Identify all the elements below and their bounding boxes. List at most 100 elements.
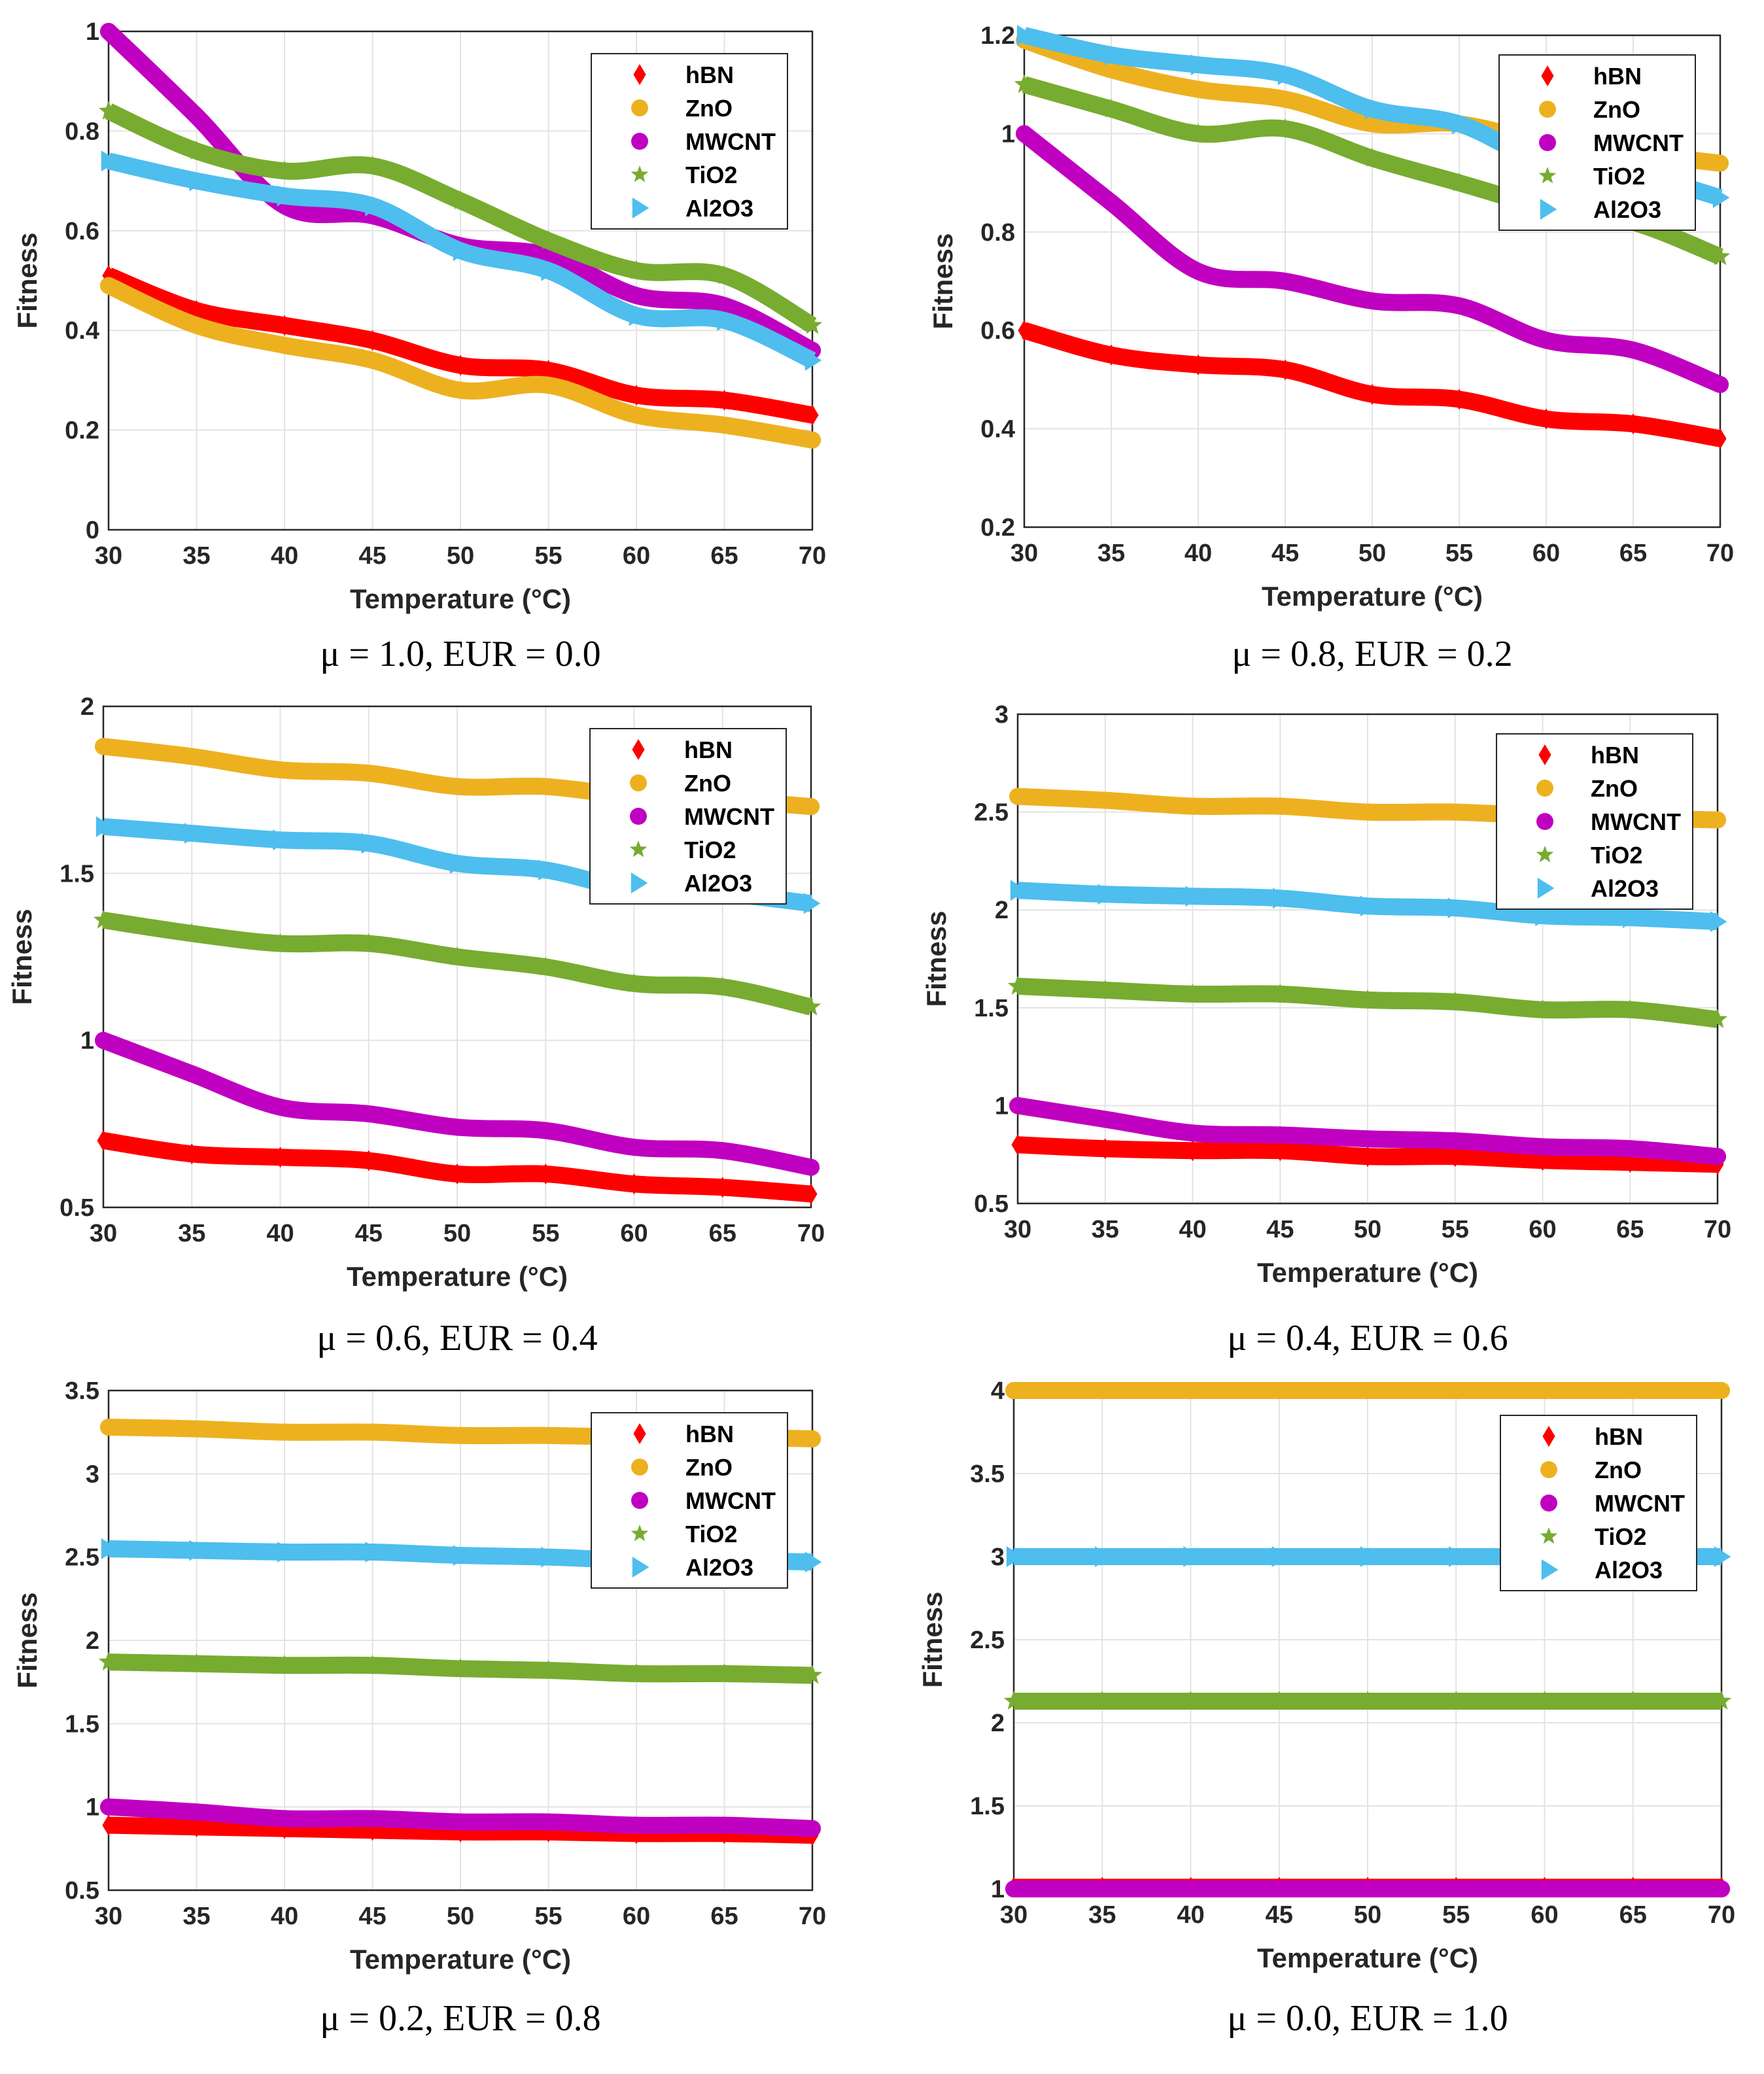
y-tick-label: 0.6 [980, 317, 1015, 345]
y-tick-label: 0.8 [65, 118, 99, 145]
y-tick-label: 1 [1001, 120, 1015, 148]
x-tick-label: 65 [709, 1220, 736, 1247]
data-point-al2o3 [1714, 1546, 1731, 1567]
legend-label: Al2O3 [1593, 196, 1661, 223]
data-point-mwcnt [1446, 1132, 1464, 1150]
data-point-al2o3 [1271, 1546, 1289, 1567]
data-point-zno [540, 1426, 557, 1444]
data-point-mwcnt [540, 1813, 557, 1831]
data-point-zno [1094, 1382, 1111, 1399]
y-tick-label: 1.5 [970, 1793, 1005, 1820]
data-point-hbn [1279, 359, 1292, 381]
data-point-mwcnt [1277, 273, 1294, 290]
data-point-tio2 [358, 933, 379, 952]
data-point-tio2 [802, 315, 823, 334]
data-point-zno [276, 337, 293, 354]
y-tick-label: 3 [86, 1460, 99, 1488]
data-point-al2o3 [189, 1540, 206, 1561]
legend-label: TiO2 [684, 837, 736, 863]
y-tick-label: 2 [991, 1710, 1005, 1737]
data-point-tio2 [1014, 74, 1035, 94]
data-point-hbn [97, 1130, 110, 1151]
legend-label: hBN [1591, 742, 1639, 769]
data-point-zno [276, 1423, 293, 1441]
x-tick-label: 50 [1354, 1216, 1381, 1243]
x-tick-label: 60 [1532, 540, 1560, 567]
legend-marker-al2o3 [1540, 199, 1557, 220]
legend: hBN ZnO MWCNT TiO2 Al2O3 [591, 53, 788, 230]
data-point-hbn [102, 1814, 115, 1836]
data-point-al2o3 [1360, 1546, 1377, 1567]
x-axis-label: Temperature (°C) [350, 1944, 571, 1975]
data-point-tio2 [1275, 118, 1296, 137]
legend-marker-zno [630, 774, 647, 791]
data-point-hbn [630, 385, 643, 406]
x-axis-label: Temperature (°C) [350, 583, 571, 614]
data-point-hbn [1449, 1146, 1462, 1167]
y-tick-label: 0.4 [980, 416, 1015, 443]
data-point-al2o3 [1095, 1546, 1112, 1567]
data-point-mwcnt [271, 1098, 289, 1116]
x-tick-label: 30 [95, 542, 122, 570]
y-tick-label: 3 [995, 701, 1009, 729]
legend-label: TiO2 [685, 1521, 737, 1547]
x-tick-label: 35 [182, 542, 210, 570]
y-tick-label: 1 [80, 1028, 94, 1055]
data-point-tio2 [98, 100, 119, 120]
data-point-zno [1184, 797, 1202, 815]
legend: hBN ZnO MWCNT TiO2 Al2O3 [589, 728, 787, 905]
y-tick-label: 4 [991, 1377, 1005, 1405]
legend-marker-al2o3 [1541, 1559, 1559, 1580]
subplot-caption: μ = 1.0, EUR = 0.0 [320, 634, 600, 674]
data-point-zno [1190, 80, 1207, 98]
data-point-zno [1359, 803, 1376, 821]
x-tick-label: 30 [1000, 1901, 1028, 1929]
data-point-mwcnt [1621, 1140, 1639, 1158]
data-point-tio2 [182, 923, 202, 942]
legend-box [589, 728, 787, 905]
data-point-mwcnt [188, 1803, 205, 1821]
data-point-al2o3 [541, 1546, 558, 1568]
data-point-tio2 [1357, 989, 1378, 1009]
subplot-5: 30 35 40 45 50 55 60 65 70 0.5 1 1.5 2 2.5 3 3.5 hBN ZnO M… [12, 1377, 826, 2039]
data-point-zno [271, 761, 289, 779]
data-point-hbn [1453, 389, 1466, 410]
subplot-3: 30 35 40 45 50 55 60 65 70 0.5 1 1.5 2 hBN ZnO MWCNT TiO… [7, 693, 825, 1358]
data-point-tio2 [1092, 1690, 1113, 1710]
data-point-al2o3 [365, 1542, 382, 1563]
y-axis-label: Fitness [917, 1591, 948, 1687]
data-point-mwcnt [1359, 1130, 1376, 1148]
legend-label: Al2O3 [1591, 875, 1659, 902]
x-tick-label: 45 [1266, 1216, 1294, 1243]
x-tick-label: 40 [1179, 1216, 1206, 1243]
y-tick-label: 0 [86, 517, 99, 544]
data-point-hbn [1540, 408, 1553, 430]
data-point-al2o3 [1190, 54, 1208, 76]
data-point-mwcnt [1364, 292, 1381, 310]
data-point-mwcnt [364, 1810, 381, 1827]
legend-marker-hbn [632, 739, 645, 760]
data-point-zno [364, 351, 381, 369]
y-axis-label: Fitness [927, 233, 958, 329]
data-point-mwcnt [183, 1065, 201, 1082]
y-tick-label: 3.5 [65, 1377, 99, 1405]
data-point-mwcnt [1712, 375, 1729, 393]
legend: hBN ZnO MWCNT TiO2 Al2O3 [591, 1412, 788, 1589]
data-point-tio2 [362, 1655, 383, 1674]
data-point-zno [1270, 1382, 1288, 1399]
legend-marker-zno [631, 1459, 648, 1476]
data-point-zno [188, 317, 205, 334]
data-point-al2o3 [717, 309, 734, 331]
y-axis-label: Fitness [12, 232, 43, 328]
legend-box [1496, 733, 1693, 910]
legend-marker-mwcnt [630, 808, 647, 825]
data-point-mwcnt [1534, 1138, 1551, 1156]
data-point-al2o3 [804, 349, 822, 371]
data-point-tio2 [1534, 1690, 1555, 1710]
subplot-caption: μ = 0.8, EUR = 0.2 [1232, 634, 1512, 674]
data-point-zno [1447, 1382, 1465, 1399]
x-tick-label: 50 [1354, 1901, 1381, 1929]
data-point-tio2 [274, 160, 295, 180]
data-point-al2o3 [277, 1542, 294, 1563]
